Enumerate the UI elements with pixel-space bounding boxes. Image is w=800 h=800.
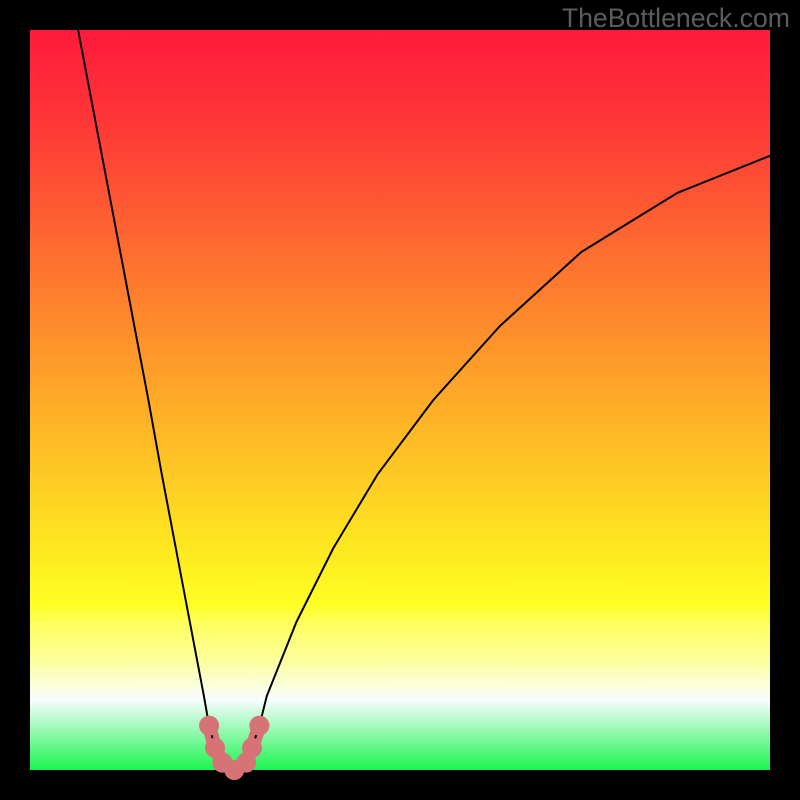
- bottleneck-chart: [0, 0, 800, 800]
- optimal-marker: [249, 716, 269, 736]
- optimal-marker: [242, 738, 262, 758]
- figure-stage: TheBottleneck.com: [0, 0, 800, 800]
- optimal-marker: [199, 716, 219, 736]
- watermark-text: TheBottleneck.com: [562, 3, 790, 34]
- gradient-plot-area: [30, 30, 770, 770]
